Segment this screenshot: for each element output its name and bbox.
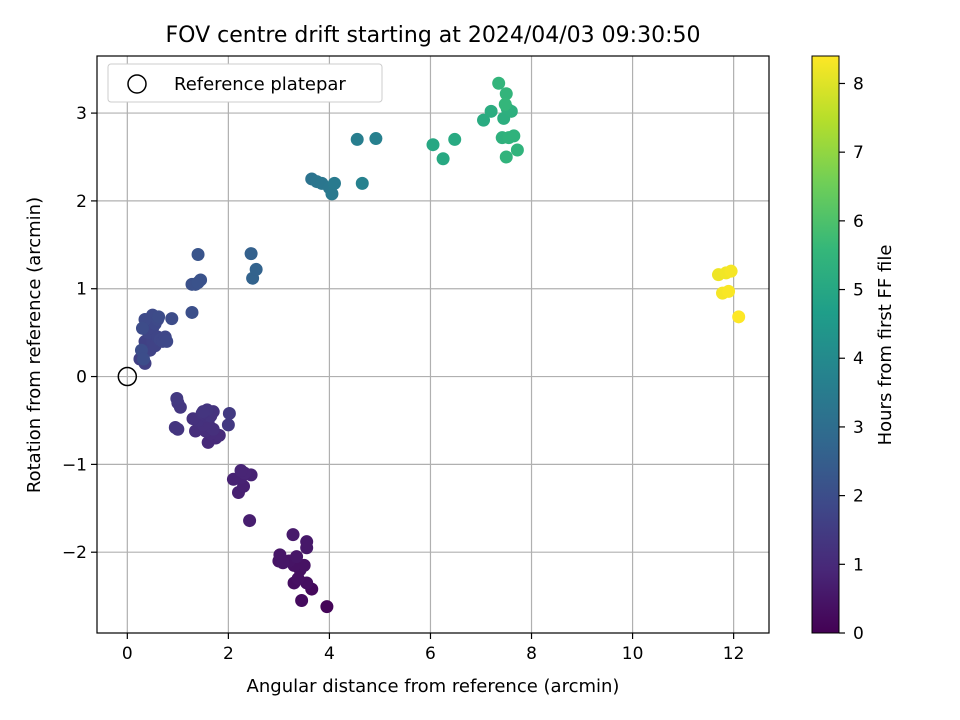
data-point [724, 264, 738, 278]
data-point [300, 535, 314, 549]
data-point [135, 321, 149, 335]
colorbar-tick-label: 2 [853, 487, 864, 507]
colorbar-tick-label: 8 [853, 74, 864, 94]
data-point [722, 284, 736, 298]
data-point [297, 558, 311, 572]
data-point [170, 392, 184, 406]
data-point [295, 594, 309, 608]
y-tick-label: 0 [76, 368, 87, 388]
legend-entry-label: Reference platepar [174, 74, 346, 95]
plot-frame [96, 55, 770, 634]
data-point [369, 132, 383, 146]
data-point [196, 405, 210, 419]
colorbar-tick-label: 5 [853, 281, 864, 301]
x-tick-label: 12 [723, 644, 745, 664]
data-point [165, 312, 179, 326]
data-point [191, 247, 205, 261]
colorbar-tick-label: 4 [853, 349, 864, 369]
colorbar-tick-label: 3 [853, 418, 864, 438]
colorbar: 0 1 2 3 4 5 6 7 8 Hours from first FF file [811, 55, 896, 644]
grid-lines [97, 56, 769, 633]
y-axis-label: Rotation from reference (arcmin) [24, 197, 45, 493]
data-point [249, 262, 263, 276]
colorbar-tick-label: 6 [853, 212, 864, 232]
chart-title: FOV centre drift starting at 2024/04/03 … [166, 23, 701, 48]
legend-box [107, 63, 383, 103]
data-point [492, 76, 506, 90]
x-tick-label: 8 [526, 644, 537, 664]
x-tick-label: 4 [324, 644, 335, 664]
data-point [185, 305, 199, 319]
data-point [136, 352, 150, 366]
y-tick-label: 3 [76, 104, 87, 124]
x-tick-label: 0 [122, 644, 133, 664]
data-point [477, 113, 491, 127]
colorbar-tick-label: 0 [853, 624, 864, 644]
data-point [448, 132, 462, 146]
data-points [133, 76, 746, 614]
data-point [732, 310, 746, 324]
data-point [499, 87, 513, 101]
data-point [499, 150, 513, 164]
legend: Reference platepar [107, 63, 383, 103]
data-point [273, 548, 287, 562]
data-point [221, 418, 235, 432]
colorbar-label: Hours from first FF file [875, 245, 896, 446]
data-point [243, 514, 257, 528]
data-point [325, 187, 339, 201]
colorbar-tick-label: 7 [853, 143, 864, 163]
colorbar-ticks: 0 1 2 3 4 5 6 7 8 [839, 74, 864, 644]
data-point [327, 176, 341, 190]
data-point [355, 176, 369, 190]
data-point [436, 152, 450, 166]
data-point [160, 334, 174, 348]
data-point [498, 97, 512, 111]
data-point [507, 129, 521, 143]
y-tick-label: 1 [76, 280, 87, 300]
data-point [286, 528, 300, 542]
x-tick-label: 2 [223, 644, 234, 664]
colorbar-gradient [811, 55, 840, 634]
x-tick-label: 10 [622, 644, 644, 664]
data-point [191, 276, 205, 290]
data-point [222, 406, 236, 420]
data-point [244, 247, 258, 261]
y-tick-label: 2 [76, 192, 87, 212]
legend-marker-icon [127, 74, 147, 94]
y-tick-label: −1 [62, 455, 87, 475]
data-point [152, 310, 166, 324]
data-point [290, 550, 304, 564]
data-point [168, 420, 182, 434]
x-tick-label: 6 [425, 644, 436, 664]
x-axis-label: Angular distance from reference (arcmin) [247, 676, 620, 697]
y-tick-label: −2 [62, 543, 87, 563]
x-axis-ticks: 0 2 4 6 8 10 12 [122, 633, 745, 664]
y-axis-ticks: −2 −1 0 1 2 3 [62, 104, 97, 563]
data-point [510, 143, 524, 157]
data-point [426, 138, 440, 152]
data-point [484, 104, 498, 118]
colorbar-tick-label: 1 [853, 555, 864, 575]
reference-point [117, 366, 138, 387]
data-point [350, 132, 364, 146]
data-point [234, 464, 248, 478]
data-point [320, 600, 334, 614]
